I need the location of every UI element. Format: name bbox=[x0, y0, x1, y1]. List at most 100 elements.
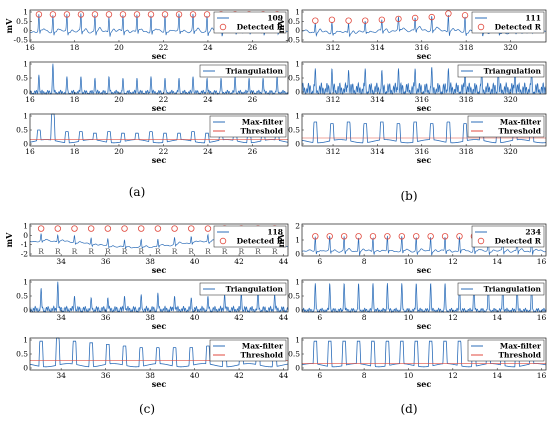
r-annotation: R bbox=[188, 247, 194, 256]
max-legend bbox=[467, 339, 545, 362]
tri-xtick-label: 14 bbox=[492, 313, 502, 322]
max-xlabel: sec bbox=[417, 155, 432, 165]
max-legend bbox=[209, 339, 287, 362]
detected-r-marker bbox=[138, 225, 145, 232]
max-xtick-label: 316 bbox=[415, 147, 430, 156]
ecg-ytick-label: 1 bbox=[23, 222, 28, 231]
ecg-ytick-label: 1 bbox=[295, 236, 300, 245]
tri-xtick-label: 16 bbox=[537, 313, 547, 322]
tri-xlabel: sec bbox=[417, 103, 432, 113]
max-ytick-label: 0 bbox=[295, 140, 300, 149]
detected-r-marker bbox=[340, 233, 348, 240]
tri-ytick-label: 0 bbox=[23, 88, 28, 97]
ecg-legend-label: 118 bbox=[267, 228, 283, 237]
ecg-legend-label: 109 bbox=[267, 14, 283, 23]
max-xtick-label: 16 bbox=[537, 371, 547, 380]
tri-legend-label: Triangulation bbox=[484, 285, 542, 294]
detected-r-marker bbox=[345, 17, 352, 24]
detected-r-marker bbox=[147, 11, 155, 18]
tri-legend bbox=[199, 64, 287, 78]
tri-xtick-label: 40 bbox=[190, 313, 200, 322]
detected-r-marker bbox=[49, 11, 57, 18]
tri-xtick-label: 18 bbox=[70, 95, 80, 104]
detected-r-marker bbox=[54, 225, 62, 232]
ecg-legend-label: Detected R bbox=[237, 23, 284, 32]
tri-xtick-label: 44 bbox=[279, 313, 289, 322]
detected-r-marker bbox=[87, 225, 95, 232]
detected-r-marker bbox=[161, 11, 169, 18]
ecg-xtick-label: 16 bbox=[537, 257, 547, 266]
ecg-legend-marker bbox=[219, 23, 227, 31]
max-legend bbox=[467, 115, 545, 138]
detected-r-marker bbox=[427, 233, 434, 240]
r-annotation: R bbox=[255, 247, 261, 256]
triangulation-subplot: 1 0.5 0 6 8 10 12 14 16 sec Triangulation bbox=[288, 278, 546, 332]
tri-legend-label: Triangulation bbox=[484, 67, 542, 76]
ecg-ytick-label: 0 bbox=[23, 26, 28, 35]
ecg-xtick-label: 320 bbox=[503, 43, 518, 52]
max-xtick-label: 40 bbox=[190, 371, 200, 380]
detected-r-marker bbox=[77, 11, 85, 18]
detected-r-marker bbox=[328, 16, 336, 23]
max-xtick-label: 10 bbox=[404, 371, 414, 380]
detected-r-marker bbox=[63, 11, 71, 18]
tri-ytick-label: 0.5 bbox=[288, 292, 300, 301]
max-ytick-label: 1 bbox=[23, 336, 28, 345]
detected-r-marker bbox=[445, 10, 452, 17]
ecg-subplot: 10.50-0.5 312 314 316 318 320 mV sec 111Detected… bbox=[276, 8, 547, 61]
r-annotation: R bbox=[222, 247, 228, 256]
ecg-xtick-label: 6 bbox=[317, 257, 322, 266]
max-xtick-label: 18 bbox=[70, 147, 80, 156]
ecg-axes bbox=[301, 9, 547, 43]
detected-r-marker bbox=[203, 11, 211, 18]
tri-xtick-label: 36 bbox=[101, 313, 111, 322]
triangulation-subplot: 1 0.5 016 18 20 22 24 26 sec Triangulation bbox=[16, 60, 289, 113]
max-legend-label: Max-filter bbox=[500, 342, 542, 351]
tri-legend bbox=[199, 282, 287, 296]
ecg-legend bbox=[213, 11, 287, 34]
ecg-ytick-label: 1 bbox=[295, 8, 300, 17]
triangulation-subplot: 1 0.5 0 312 314 316 318 320 sec Triangulation bbox=[288, 60, 547, 113]
detected-r-marker bbox=[171, 225, 178, 232]
tri-xtick-label: 22 bbox=[159, 95, 169, 104]
detected-r-marker bbox=[441, 233, 449, 240]
tri-xtick-label: 8 bbox=[362, 313, 367, 322]
tri-xtick-label: 10 bbox=[404, 313, 414, 322]
max-xtick-label: 318 bbox=[459, 147, 474, 156]
max-filter-line bbox=[29, 113, 289, 144]
detected-r-marker bbox=[91, 11, 99, 18]
ecg-xtick-label: 42 bbox=[234, 257, 244, 266]
tri-xtick-label: 38 bbox=[145, 313, 155, 322]
tri-xtick-label: 320 bbox=[503, 95, 518, 104]
tri-ytick-label: 0 bbox=[295, 88, 300, 97]
ecg-legend-label: 234 bbox=[525, 228, 541, 237]
r-annotation: R bbox=[72, 247, 78, 256]
max-legend-label: Max-filter bbox=[242, 342, 284, 351]
detected-r-marker bbox=[461, 12, 469, 19]
ecg-xlabel: sec bbox=[152, 265, 167, 275]
ecg-legend bbox=[471, 11, 545, 34]
detected-r-marker bbox=[398, 233, 406, 240]
max-xtick-label: 20 bbox=[114, 147, 124, 156]
max-xtick-label: 36 bbox=[101, 371, 111, 380]
tri-xtick-label: 6 bbox=[317, 313, 322, 322]
tri-legend-label: Triangulation bbox=[226, 67, 284, 76]
max-filter-line bbox=[301, 121, 547, 144]
tri-xlabel: sec bbox=[152, 103, 167, 113]
ecg-xtick-label: 312 bbox=[326, 43, 341, 52]
r-annotation: R bbox=[238, 247, 244, 256]
ecg-xtick-label: 24 bbox=[203, 43, 213, 52]
ecg-signal-line bbox=[301, 235, 547, 257]
ecg-axes bbox=[29, 223, 289, 257]
r-annotation: R bbox=[205, 247, 211, 256]
ecg-xtick-label: 22 bbox=[159, 43, 169, 52]
detected-r-marker bbox=[154, 225, 162, 232]
ecg-ytick-label: 1 bbox=[23, 8, 28, 17]
ecg-xtick-label: 26 bbox=[248, 43, 258, 52]
detected-r-marker bbox=[384, 233, 391, 240]
r-annotation: R bbox=[55, 247, 61, 256]
